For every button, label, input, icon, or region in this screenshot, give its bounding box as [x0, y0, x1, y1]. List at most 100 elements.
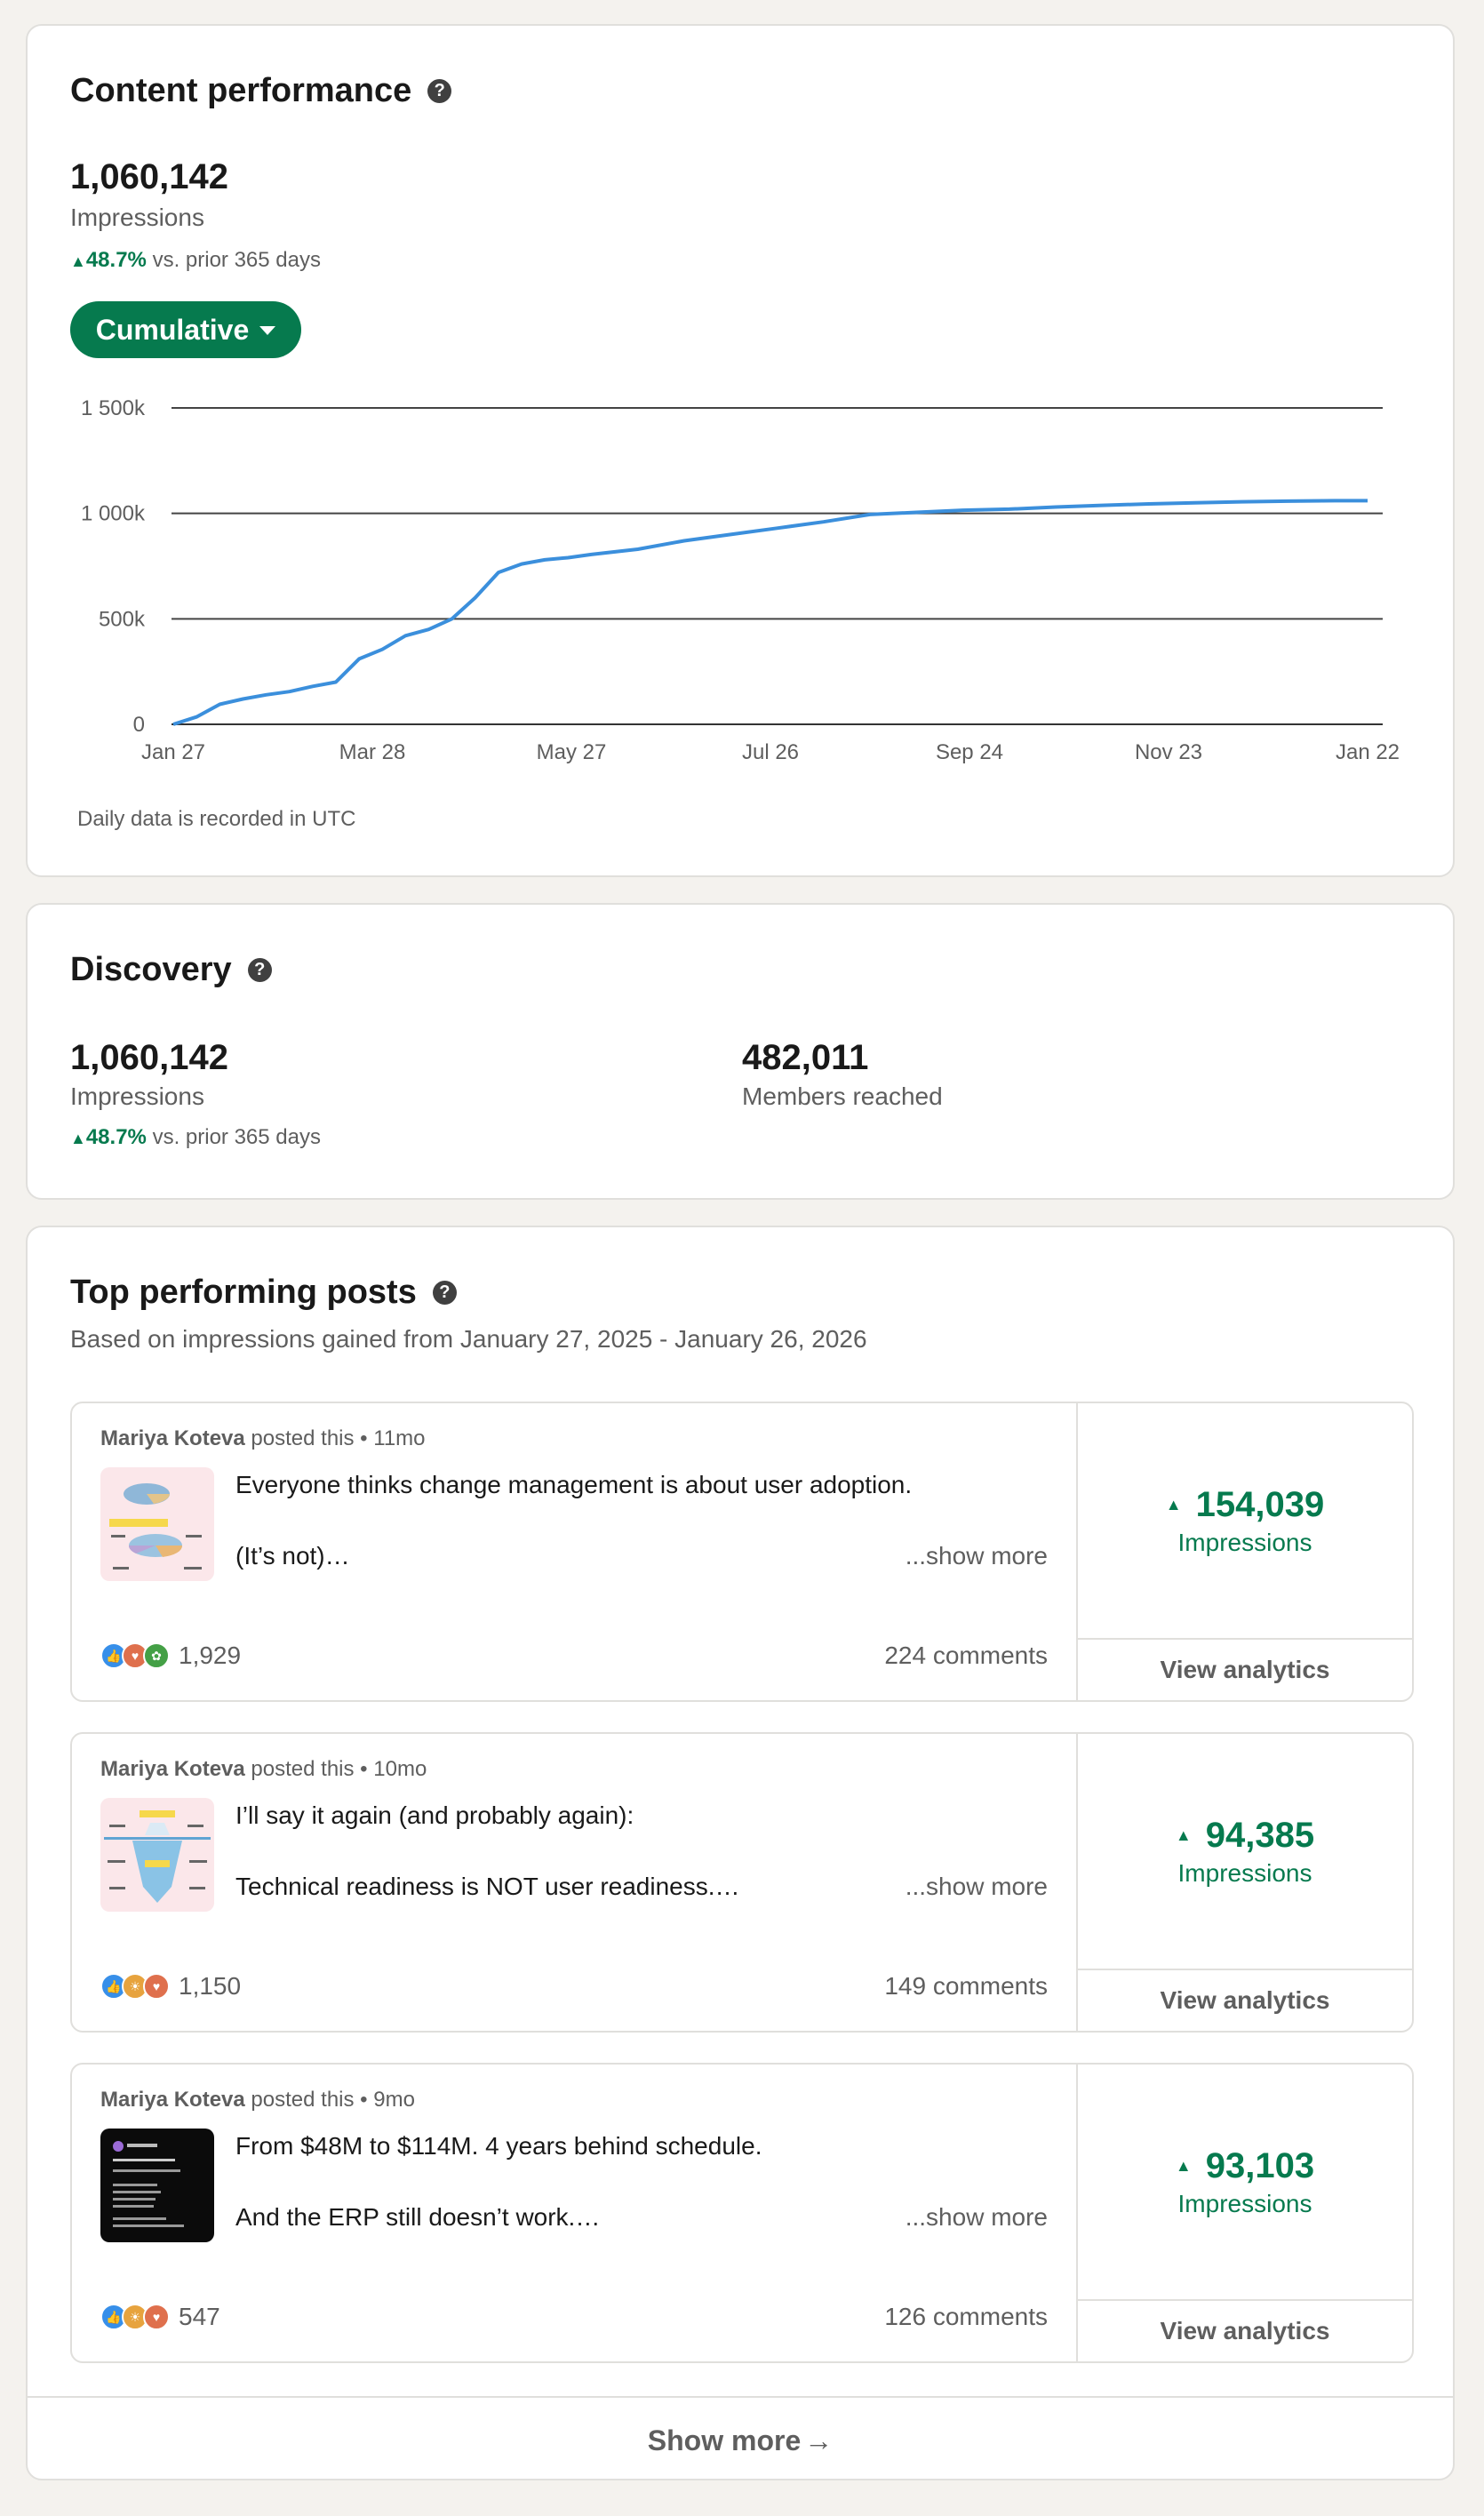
- post-thumbnail[interactable]: [100, 2129, 214, 2242]
- x-tick-label: Jan 22: [1336, 740, 1400, 764]
- impressions-delta: ▲48.7% vs. prior 365 days: [70, 248, 321, 273]
- content-performance-title: Content performance: [70, 72, 412, 109]
- x-tick-label: Nov 23: [1135, 740, 1202, 764]
- top-posts-card: Top performing posts ? Based on impressi…: [26, 1226, 1455, 2480]
- post-meta: Mariya Koteva posted this • 11mo: [100, 1426, 426, 1450]
- reaction-count: 1,150: [179, 1972, 242, 2000]
- discovery-card: Discovery ? 1,060,142 Impressions ▲48.7%…: [26, 903, 1455, 1200]
- post-stats: ▲ 94,385 Impressions View analytics: [1076, 1734, 1412, 2031]
- delta-percent: 48.7%: [85, 248, 147, 272]
- show-more-link[interactable]: ...show more: [905, 2203, 1048, 2231]
- x-tick-label: Jul 26: [742, 740, 799, 764]
- x-tick-label: Sep 24: [936, 740, 1003, 764]
- delta-percent: 48.7%: [85, 1125, 147, 1149]
- y-tick-label: 1 500k: [81, 396, 146, 420]
- x-tick-label: Jan 27: [141, 740, 205, 764]
- post-card[interactable]: Mariya Koteva posted this • 9mo: [70, 2063, 1414, 2363]
- post-thumbnail[interactable]: [100, 1798, 214, 1912]
- up-arrow-icon: ▲: [1175, 1825, 1192, 1844]
- post-card[interactable]: Mariya Koteva posted this • 11mo: [70, 1402, 1414, 1702]
- dropdown-label: Cumulative: [95, 313, 250, 346]
- comment-count[interactable]: 224 comments: [884, 1641, 1048, 1669]
- delta-text: vs. prior 365 days: [152, 248, 321, 272]
- top-posts-title-row: Top performing posts ?: [70, 1274, 457, 1312]
- post-action: posted this: [251, 1426, 355, 1450]
- post-card[interactable]: Mariya Koteva posted this • 10mo: [70, 1732, 1414, 2033]
- show-more-link[interactable]: ...show more: [905, 1542, 1048, 1570]
- impressions-total: 1,060,142: [70, 157, 228, 196]
- discovery-title: Discovery: [70, 951, 232, 988]
- up-arrow-icon: ▲: [1175, 2156, 1192, 2175]
- top-posts-title: Top performing posts: [70, 1274, 417, 1311]
- post-impressions: ▲ 94,385 Impressions: [1078, 1734, 1412, 1969]
- post-age: 9mo: [373, 2088, 415, 2112]
- divider: [28, 2396, 1453, 2398]
- post-text-line-1: From $48M to $114M. 4 years behind sched…: [235, 2132, 762, 2160]
- discovery-delta: ▲48.7% vs. prior 365 days: [70, 1125, 321, 1150]
- help-icon[interactable]: ?: [247, 958, 272, 982]
- support-reaction-icon: ✿: [143, 1642, 170, 1669]
- love-reaction-icon: ♥: [143, 2304, 170, 2330]
- post-age: 11mo: [373, 1426, 426, 1450]
- post-impressions-label: Impressions: [1177, 1858, 1312, 1887]
- reaction-count: 1,929: [179, 1641, 242, 1669]
- post-impressions-value: 94,385: [1205, 1815, 1315, 1855]
- y-tick-label: 0: [133, 713, 145, 737]
- post-body[interactable]: Mariya Koteva posted this • 9mo: [72, 2065, 1076, 2361]
- post-meta: Mariya Koteva posted this • 10mo: [100, 1757, 427, 1781]
- post-author[interactable]: Mariya Koteva: [100, 2088, 245, 2112]
- up-arrow-icon: ▲: [1165, 1495, 1182, 1514]
- post-impressions-label: Impressions: [1177, 1528, 1312, 1556]
- y-tick-label: 500k: [99, 607, 146, 631]
- post-impressions-value: 93,103: [1205, 2145, 1315, 2185]
- show-more-label: Show more: [647, 2424, 802, 2456]
- post-action: posted this: [251, 1757, 355, 1781]
- post-text-line-2: (It’s not)…: [235, 1542, 350, 1570]
- post-thumbnail[interactable]: [100, 1467, 214, 1581]
- love-reaction-icon: ♥: [143, 1973, 170, 2000]
- up-arrow-icon: ▲: [70, 252, 86, 270]
- view-analytics-button[interactable]: View analytics: [1078, 2299, 1412, 2361]
- comment-count[interactable]: 126 comments: [884, 2303, 1048, 2330]
- show-more-button[interactable]: Show more →: [28, 2399, 1453, 2482]
- like-reaction-icon: 👍: [100, 1642, 127, 1669]
- post-body[interactable]: Mariya Koteva posted this • 11mo: [72, 1403, 1076, 1700]
- post-stats: ▲ 154,039 Impressions View analytics: [1076, 1403, 1412, 1700]
- members-reached-label: Members reached: [742, 1082, 943, 1110]
- post-meta: Mariya Koteva posted this • 9mo: [100, 2088, 415, 2112]
- content-performance-card: Content performance ? 1,060,142 Impressi…: [26, 24, 1455, 877]
- post-impressions: ▲ 154,039 Impressions: [1078, 1403, 1412, 1638]
- members-reached-value: 482,011: [742, 1038, 869, 1077]
- post-author[interactable]: Mariya Koteva: [100, 1757, 245, 1781]
- help-icon[interactable]: ?: [432, 1281, 457, 1305]
- post-impressions: ▲ 93,103 Impressions: [1078, 2065, 1412, 2299]
- up-arrow-icon: ▲: [70, 1130, 86, 1147]
- post-age: 10mo: [373, 1757, 427, 1781]
- post-author[interactable]: Mariya Koteva: [100, 1426, 245, 1450]
- cumulative-dropdown[interactable]: Cumulative: [70, 301, 301, 358]
- y-tick-label: 1 000k: [81, 502, 146, 526]
- show-more-link[interactable]: ...show more: [905, 1873, 1048, 1900]
- x-tick-label: May 27: [537, 740, 607, 764]
- discovery-impressions: 1,060,142: [70, 1038, 228, 1077]
- reactions[interactable]: 👍 ☀ ♥ 1,150: [100, 1972, 241, 2001]
- impressions-chart: 0 500k 1 000k 1 500k Jan 27 Mar 28 May 27 Jul 2…: [81, 396, 1400, 764]
- post-action: posted this: [251, 2088, 355, 2112]
- help-icon[interactable]: ?: [427, 79, 452, 103]
- post-body[interactable]: Mariya Koteva posted this • 10mo: [72, 1734, 1076, 2031]
- post-impressions-label: Impressions: [1177, 2189, 1312, 2217]
- view-analytics-button[interactable]: View analytics: [1078, 1638, 1412, 1700]
- discovery-impressions-label: Impressions: [70, 1082, 204, 1110]
- post-text-line-2: Technical readiness is NOT user readines…: [235, 1873, 740, 1900]
- post-stats: ▲ 93,103 Impressions View analytics: [1076, 2065, 1412, 2361]
- reactions[interactable]: 👍 ♥ ✿ 1,929: [100, 1641, 241, 1670]
- post-impressions-value: 154,039: [1195, 1484, 1325, 1524]
- impressions-label: Impressions: [70, 204, 204, 231]
- reactions[interactable]: 👍 ☀ ♥ 547: [100, 2303, 220, 2331]
- discovery-title-row: Discovery ?: [70, 951, 272, 989]
- arrow-right-icon: →: [804, 2424, 834, 2456]
- caret-down-icon: [259, 326, 276, 335]
- comment-count[interactable]: 149 comments: [884, 1972, 1048, 2000]
- view-analytics-button[interactable]: View analytics: [1078, 1969, 1412, 2031]
- post-text-line-1: I’ll say it again (and probably again):: [235, 1801, 634, 1829]
